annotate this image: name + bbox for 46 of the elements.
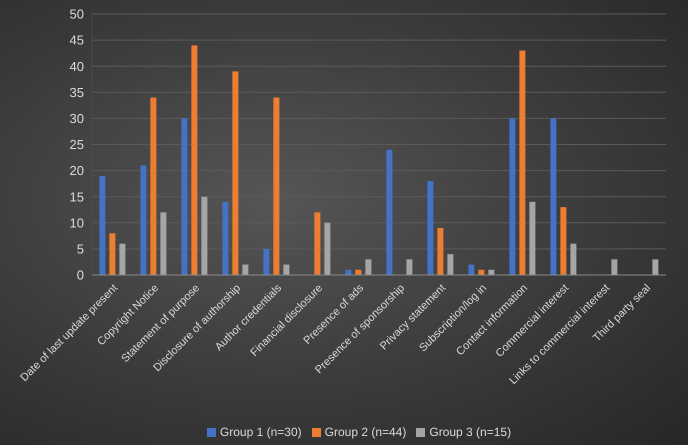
y-tick-label: 0 <box>76 268 84 283</box>
bar <box>191 45 198 275</box>
bar <box>406 259 412 275</box>
legend-label: Group 2 (n=44) <box>324 425 406 439</box>
bar <box>99 176 106 275</box>
bar <box>447 254 454 275</box>
bar <box>550 118 556 275</box>
bar <box>365 259 372 275</box>
bar <box>314 212 320 275</box>
y-tick-label: 30 <box>70 111 84 126</box>
bar <box>232 71 238 275</box>
bar <box>427 181 434 275</box>
bar <box>222 202 228 275</box>
bar <box>611 259 618 275</box>
bar <box>386 150 392 275</box>
y-tick-label: 10 <box>70 215 84 230</box>
legend-label: Group 3 (n=15) <box>429 425 512 439</box>
y-tick-label: 45 <box>70 32 84 48</box>
bar <box>652 259 658 275</box>
bar <box>570 244 576 275</box>
bar <box>242 264 248 275</box>
bar <box>181 118 188 275</box>
bar <box>109 233 116 275</box>
bar <box>437 228 444 275</box>
bar <box>324 222 330 275</box>
bar <box>119 244 126 275</box>
bar <box>160 212 166 275</box>
bar <box>140 165 146 275</box>
y-tick-label: 35 <box>70 84 84 100</box>
y-tick-label: 5 <box>76 242 84 257</box>
y-tick-label: 15 <box>70 189 84 204</box>
bar <box>509 118 516 275</box>
bar <box>273 98 280 275</box>
bar <box>519 50 526 275</box>
bar <box>468 264 474 275</box>
bar <box>529 202 536 275</box>
y-tick-label: 50 <box>70 6 84 22</box>
bar <box>201 196 208 275</box>
y-tick-label: 20 <box>70 163 84 178</box>
bar <box>283 264 290 275</box>
y-tick-label: 40 <box>70 58 84 74</box>
bar <box>560 207 566 275</box>
bar <box>150 98 156 275</box>
bar <box>263 248 270 275</box>
y-tick-label: 25 <box>70 137 84 152</box>
legend-label: Group 1 (n=30) <box>220 425 302 439</box>
